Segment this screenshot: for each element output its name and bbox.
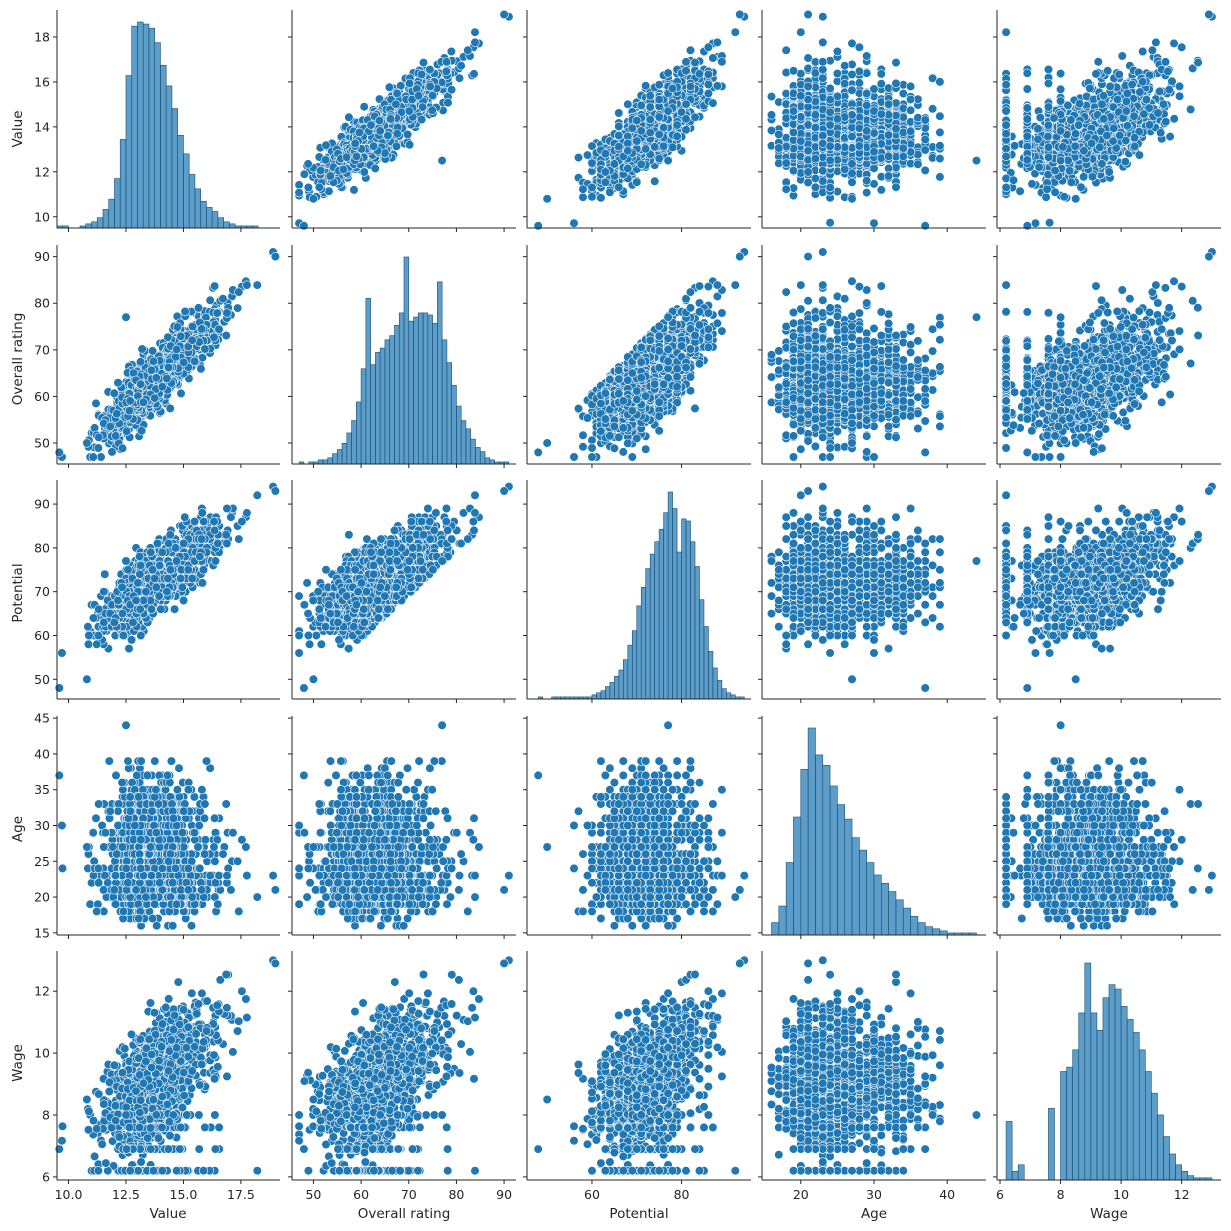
- panel-value-vs-value: 10 12 14 16 18: [34, 10, 280, 232]
- scatter-point: [309, 195, 318, 204]
- scatter-point: [326, 172, 335, 181]
- scatter-point: [384, 131, 393, 140]
- scatter-point: [438, 156, 447, 165]
- scatter-point: [369, 142, 378, 151]
- y-tick-label: 14: [34, 119, 50, 134]
- scatter-point: [418, 103, 427, 112]
- scatter-point: [367, 121, 376, 130]
- hist-bar: [143, 24, 149, 228]
- scatter-point: [300, 170, 309, 179]
- scatter-point: [471, 38, 480, 47]
- hist-bar: [120, 139, 126, 228]
- scatter-point: [500, 10, 509, 19]
- scatter-point: [442, 67, 451, 76]
- scatter-point: [417, 115, 426, 124]
- scatter-point: [426, 65, 435, 74]
- scatter-point: [392, 142, 401, 151]
- scatter-point: [304, 183, 313, 192]
- y-tick-label: 10: [34, 209, 50, 224]
- scatter-point: [419, 58, 428, 67]
- hist-bar: [189, 174, 195, 228]
- hist-bar: [91, 222, 97, 228]
- scatter-point: [325, 187, 334, 196]
- hist-bar: [132, 26, 138, 228]
- scatter-point: [447, 47, 456, 56]
- hist-bar: [218, 218, 224, 228]
- pairplot-panels: 1012141618506070809050607080901520253035…: [34, 10, 1221, 1202]
- y-tick-label: 18: [34, 29, 50, 44]
- scatter-point: [352, 152, 361, 161]
- scatter-point: [376, 127, 385, 136]
- scatter-point: [360, 168, 369, 177]
- scatter-point: [455, 74, 464, 83]
- scatter-point: [351, 139, 360, 148]
- scatter-point: [371, 164, 380, 173]
- panel-value-vs-overall-rating: [288, 10, 516, 232]
- hist-bar: [224, 222, 230, 228]
- hist-bar: [229, 224, 235, 228]
- hist-bar: [206, 207, 212, 228]
- scatter-point: [350, 186, 359, 195]
- scatter-point: [470, 70, 479, 79]
- hist-bar: [137, 22, 143, 228]
- hist-bar: [178, 135, 184, 228]
- scatter-point: [457, 61, 466, 70]
- scatter-point: [393, 130, 402, 139]
- hist-bar: [172, 109, 178, 228]
- scatter-point: [342, 153, 351, 162]
- scatter-point: [322, 141, 331, 150]
- scatter-point: [414, 92, 423, 101]
- scatter-point: [405, 107, 414, 116]
- hist-bar: [166, 86, 172, 228]
- scatter-point: [464, 46, 473, 55]
- hist-bar: [149, 28, 155, 228]
- scatter-point: [444, 98, 453, 107]
- scatter-point: [442, 58, 451, 67]
- scatter-point: [375, 116, 384, 125]
- hist-bar: [114, 179, 120, 228]
- hist-bar: [155, 43, 161, 228]
- hist-bar: [195, 189, 201, 228]
- scatter-point: [405, 141, 414, 150]
- scatter-point: [295, 181, 304, 190]
- scatter-point: [392, 100, 401, 109]
- hist-bar: [212, 212, 218, 228]
- y-tick-label: 16: [34, 74, 50, 89]
- hist-bar: [109, 199, 115, 228]
- scatter-point: [709, 54, 718, 63]
- hist-bar: [201, 201, 207, 228]
- scatter-point: [426, 82, 435, 91]
- y-tick-label: 12: [34, 164, 50, 179]
- scatter-point: [385, 83, 394, 92]
- scatter-point: [405, 79, 414, 88]
- hist-bar: [103, 209, 109, 228]
- scatter-point: [355, 128, 364, 137]
- hist-bar: [86, 224, 92, 228]
- hist-bar: [160, 65, 166, 228]
- scatter-point: [471, 28, 480, 37]
- scatter-point: [304, 160, 313, 169]
- scatter-point: [360, 102, 369, 111]
- hist-bar: [97, 218, 103, 228]
- scatter-point: [345, 113, 354, 122]
- scatter-point: [295, 188, 304, 197]
- scatter-point: [315, 183, 324, 192]
- scatter-point: [386, 115, 395, 124]
- scatter-point: [316, 166, 325, 175]
- scatter-point: [447, 85, 456, 94]
- scatter-point: [597, 194, 606, 203]
- scatter-point: [417, 70, 426, 79]
- hist-bar: [126, 76, 132, 228]
- scatter-point: [403, 130, 412, 139]
- scatter-point: [300, 222, 309, 231]
- panel-value-vs-potential: [523, 10, 751, 232]
- hist-bar: [183, 154, 189, 228]
- scatter-point: [321, 156, 330, 165]
- scatter-point: [428, 106, 437, 115]
- scatter-point: [339, 165, 348, 174]
